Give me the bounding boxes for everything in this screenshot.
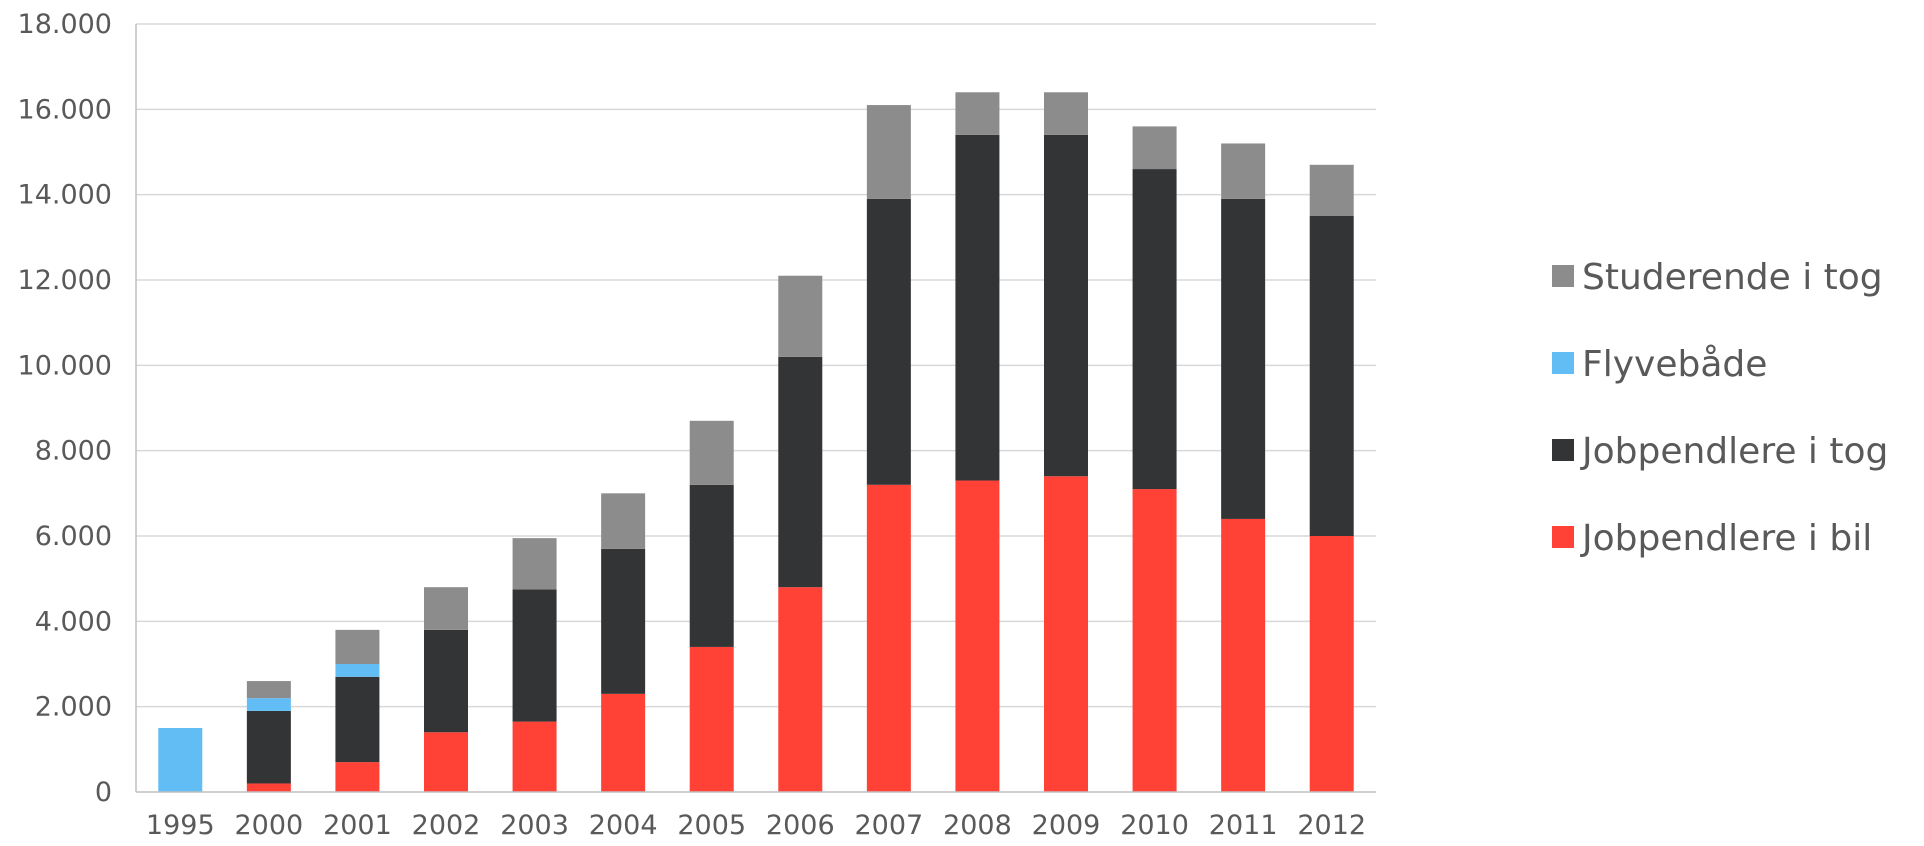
bar-jobpendlere-i-bil-2010 xyxy=(1132,489,1177,792)
bar-jobpendlere-i-tog-2002 xyxy=(424,629,468,733)
bar-jobpendlere-i-bil-2000 xyxy=(246,783,291,792)
y-tick-label: 10.000 xyxy=(18,350,112,381)
legend-swatch-studerende-i-tog xyxy=(1552,265,1574,287)
y-tick-label: 6.000 xyxy=(35,521,112,552)
bar-studerende-i-tog-2009 xyxy=(1044,92,1088,135)
bar-jobpendlere-i-bil-2005 xyxy=(689,646,734,792)
y-tick-label: 12.000 xyxy=(18,265,112,296)
x-tick-label: 2011 xyxy=(1209,810,1278,841)
x-tick-label: 2001 xyxy=(323,810,392,841)
legend-label-jobpendlere-i-tog: Jobpendlere i tog xyxy=(1580,431,1888,472)
bar-jobpendlere-i-tog-2010 xyxy=(1132,169,1177,490)
bar-jobpendlere-i-tog-2008 xyxy=(955,134,1000,481)
bar-jobpendlere-i-tog-2004 xyxy=(601,548,646,694)
bar-jobpendlere-i-bil-2009 xyxy=(1044,476,1088,792)
x-tick-label: 2002 xyxy=(412,810,481,841)
bar-jobpendlere-i-tog-2011 xyxy=(1221,198,1266,519)
bar-studerende-i-tog-2000 xyxy=(246,681,291,699)
bar-studerende-i-tog-2005 xyxy=(689,420,734,485)
y-axis-tick-labels: 0 2.000 4.000 6.000 8.000 10.000 12.000 14.000 1… xyxy=(18,9,112,808)
bar-jobpendlere-i-bil-2004 xyxy=(601,693,646,792)
x-tick-label: 2008 xyxy=(943,810,1012,841)
legend-swatch-flyvebade xyxy=(1552,352,1574,374)
x-tick-label: 2010 xyxy=(1120,810,1189,841)
bar-jobpendlere-i-bil-2006 xyxy=(778,587,823,792)
y-tick-label: 16.000 xyxy=(18,94,112,125)
legend-swatch-jobpendlere-i-bil xyxy=(1552,526,1574,548)
legend: Studerende i tog Flyvebåde Jobpendlere i t… xyxy=(1552,257,1888,559)
bar-studerende-i-tog-2003 xyxy=(512,538,557,590)
bar-studerende-i-tog-2002 xyxy=(424,587,468,630)
y-tick-label: 2.000 xyxy=(35,692,112,723)
bar-jobpendlere-i-tog-2000 xyxy=(246,710,291,784)
x-tick-label: 2006 xyxy=(766,810,835,841)
bar-studerende-i-tog-2010 xyxy=(1132,126,1177,170)
y-tick-label: 14.000 xyxy=(18,180,112,211)
x-tick-label: 2012 xyxy=(1297,810,1366,841)
bar-studerende-i-tog-2004 xyxy=(601,493,646,549)
bar-jobpendlere-i-tog-2006 xyxy=(778,356,823,588)
bar-flyvebade-2001 xyxy=(335,664,380,677)
bar-jobpendlere-i-bil-2001 xyxy=(335,762,380,792)
bar-flyvebade-1995 xyxy=(158,728,203,792)
y-tick-label: 8.000 xyxy=(35,436,112,467)
x-axis-tick-labels: 1995 2000 2001 2002 2003 2004 2005 2006 2007 2008… xyxy=(146,810,1366,841)
bar-jobpendlere-i-bil-2003 xyxy=(512,721,557,792)
bar-jobpendlere-i-tog-2001 xyxy=(335,676,380,763)
bars xyxy=(158,92,1354,792)
bar-studerende-i-tog-2007 xyxy=(866,105,911,199)
x-tick-label: 2007 xyxy=(854,810,923,841)
y-tick-label: 18.000 xyxy=(18,9,112,40)
bar-studerende-i-tog-2008 xyxy=(955,92,1000,135)
bar-studerende-i-tog-2006 xyxy=(778,275,823,357)
legend-swatch-jobpendlere-i-tog xyxy=(1552,439,1574,461)
x-tick-label: 2009 xyxy=(1032,810,1101,841)
bar-jobpendlere-i-tog-2005 xyxy=(689,484,734,647)
bar-jobpendlere-i-tog-2007 xyxy=(866,198,911,485)
bar-studerende-i-tog-2012 xyxy=(1309,164,1354,216)
bar-jobpendlere-i-bil-2012 xyxy=(1309,536,1354,792)
bar-jobpendlere-i-tog-2003 xyxy=(512,589,557,722)
bar-jobpendlere-i-bil-2002 xyxy=(424,732,468,792)
x-tick-label: 2004 xyxy=(589,810,658,841)
x-tick-label: 1995 xyxy=(146,810,215,841)
bar-jobpendlere-i-bil-2007 xyxy=(866,484,911,792)
bar-jobpendlere-i-bil-2011 xyxy=(1221,518,1266,792)
bar-jobpendlere-i-tog-2009 xyxy=(1044,134,1088,477)
bar-flyvebade-2000 xyxy=(246,698,291,711)
y-tick-label: 0 xyxy=(95,777,112,808)
bar-jobpendlere-i-bil-2008 xyxy=(955,480,1000,792)
y-tick-label: 4.000 xyxy=(35,606,112,637)
bar-studerende-i-tog-2011 xyxy=(1221,143,1266,199)
x-tick-label: 2005 xyxy=(677,810,746,841)
legend-label-studerende-i-tog: Studerende i tog xyxy=(1582,257,1883,298)
legend-label-jobpendlere-i-bil: Jobpendlere i bil xyxy=(1580,518,1872,559)
bar-studerende-i-tog-2001 xyxy=(335,629,380,664)
x-tick-label: 2003 xyxy=(500,810,569,841)
x-tick-label: 2000 xyxy=(234,810,303,841)
gridlines xyxy=(135,23,1376,792)
bar-jobpendlere-i-tog-2012 xyxy=(1309,216,1354,536)
legend-label-flyvebade: Flyvebåde xyxy=(1582,344,1767,385)
